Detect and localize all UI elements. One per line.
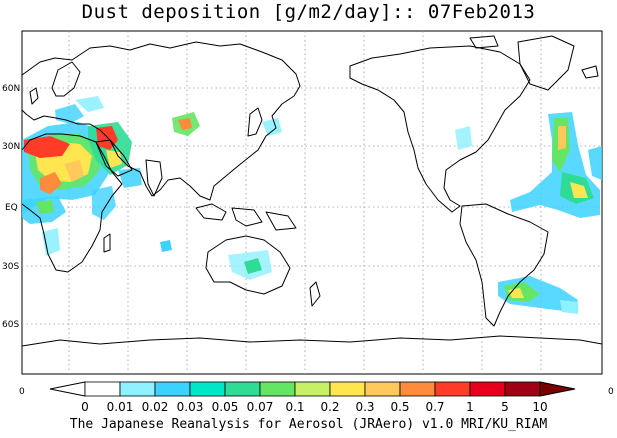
colorbar-high-triangle — [539, 381, 576, 397]
colorbar-tick-label: 0.5 — [390, 400, 409, 414]
colorbar-cell — [399, 381, 436, 397]
credit-line: The Japanese Reanalysis for Aerosol (JRA… — [69, 417, 548, 432]
colorbar-tick-label: 10 — [532, 400, 547, 414]
map-frame — [21, 30, 603, 375]
colorbar-tick-label: 0.2 — [320, 400, 339, 414]
colorbar-cell — [189, 381, 226, 397]
colorbar-labels: 0 0.01 0.02 0.03 0.05 0.07 0.1 0.2 0.3 0.5 0.7 1 5 10 — [81, 400, 547, 414]
colorbar-tick-label: 0.3 — [355, 400, 374, 414]
colorbar-cell — [154, 381, 191, 397]
colorbar-cell — [259, 381, 296, 397]
colorbar-cell — [504, 381, 541, 397]
colorbar-right-edge-label: 0 — [608, 387, 614, 397]
colorbar-tick-label: 0 — [81, 400, 89, 414]
colorbar-low-triangle — [49, 381, 86, 397]
colorbar-tick-label: 1 — [466, 400, 474, 414]
lat-label-60n: 60N — [2, 84, 20, 94]
coastlines — [21, 35, 603, 347]
colorbar-tick-label: 0.07 — [247, 400, 274, 414]
colorbar-cell — [224, 381, 261, 397]
colorbar-tick-label: 0.03 — [177, 400, 204, 414]
map-title: Dust deposition [g/m2/day]:: 07Feb2013 — [81, 1, 536, 23]
colorbar-tick-label: 0.01 — [107, 400, 134, 414]
colorbar-cell — [84, 381, 121, 397]
colorbar-tick-label: 0.05 — [212, 400, 239, 414]
colorbar-tick-label: 5 — [501, 400, 509, 414]
colorbar-cell — [294, 381, 331, 397]
colorbar-tick-label: 0.1 — [285, 400, 304, 414]
colorbar-cells — [49, 381, 576, 397]
dust-shading — [22, 96, 602, 314]
colorbar-cell — [434, 381, 471, 397]
lat-label-60s: 60S — [2, 320, 19, 330]
lat-label-30n: 30N — [2, 142, 20, 152]
lat-label-30s: 30S — [2, 262, 19, 272]
colorbar-tick-label: 0.02 — [142, 400, 169, 414]
colorbar-cell — [329, 381, 366, 397]
colorbar-cell — [364, 381, 401, 397]
colorbar-tick-label: 0.7 — [425, 400, 444, 414]
lat-label-eq: EQ — [5, 203, 18, 213]
colorbar-cell — [469, 381, 506, 397]
colorbar-cell — [119, 381, 156, 397]
colorbar-left-edge-label: 0 — [19, 387, 25, 397]
